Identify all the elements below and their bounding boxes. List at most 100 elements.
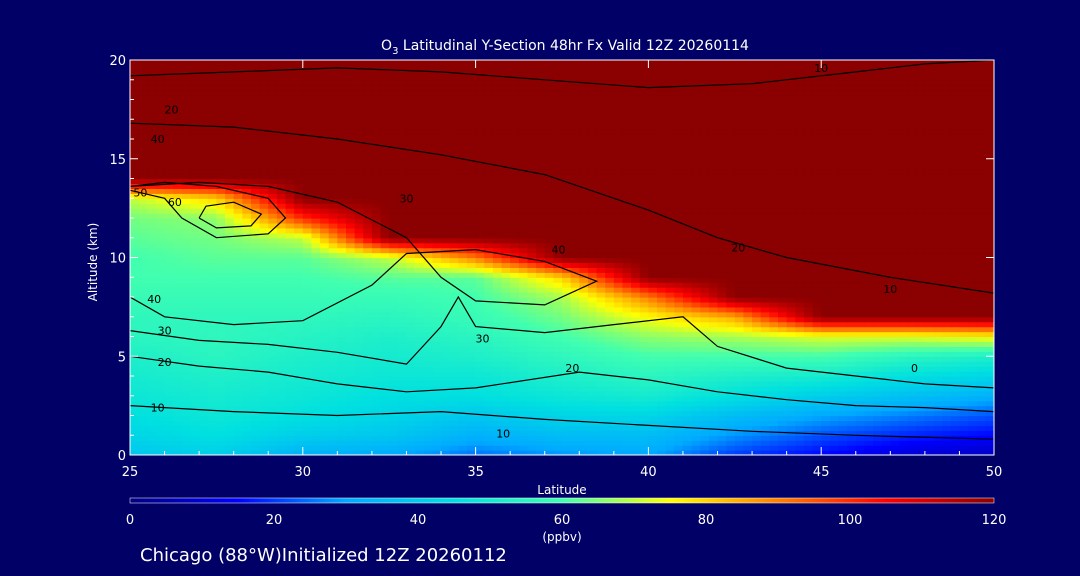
heatmap-cell bbox=[484, 366, 494, 372]
heatmap-cell bbox=[959, 213, 969, 219]
heatmap-cell bbox=[155, 430, 166, 436]
heatmap-cell bbox=[639, 267, 649, 273]
heatmap-cell bbox=[527, 356, 537, 362]
heatmap-cell bbox=[821, 351, 831, 357]
heatmap-cell bbox=[484, 356, 494, 362]
heatmap-cell bbox=[622, 208, 632, 214]
heatmap-cell bbox=[898, 277, 909, 283]
heatmap-cell bbox=[449, 336, 459, 343]
heatmap-cell bbox=[449, 415, 459, 422]
heatmap-cell bbox=[691, 331, 701, 338]
heatmap-cell bbox=[458, 425, 468, 431]
heatmap-cell bbox=[216, 277, 226, 283]
heatmap-cell bbox=[380, 287, 390, 293]
heatmap-cell bbox=[829, 277, 840, 283]
heatmap-cell bbox=[250, 321, 261, 328]
heatmap-cell bbox=[259, 242, 269, 249]
heatmap-cell bbox=[406, 297, 416, 303]
heatmap-cell bbox=[199, 380, 209, 387]
heatmap-cell bbox=[268, 326, 278, 333]
heatmap-cell bbox=[959, 390, 969, 397]
heatmap-cell bbox=[475, 410, 485, 417]
heatmap-cell bbox=[233, 371, 243, 377]
heatmap-cell bbox=[959, 361, 969, 367]
heatmap-cell bbox=[302, 262, 313, 268]
heatmap-cell bbox=[328, 346, 338, 352]
heatmap-cell bbox=[760, 292, 770, 298]
heatmap-cell bbox=[631, 252, 641, 259]
heatmap-cell bbox=[821, 301, 831, 308]
heatmap-cell bbox=[812, 440, 822, 446]
heatmap-cell bbox=[130, 440, 140, 446]
heatmap-cell bbox=[959, 316, 969, 323]
heatmap-cell bbox=[285, 247, 295, 254]
heatmap-cell bbox=[950, 237, 961, 244]
heatmap-cell bbox=[544, 237, 554, 244]
heatmap-cell bbox=[518, 450, 529, 455]
heatmap-cell bbox=[968, 380, 978, 387]
heatmap-cell bbox=[795, 410, 805, 417]
heatmap-cell bbox=[501, 450, 511, 455]
heatmap-cell bbox=[968, 222, 978, 229]
heatmap-cell bbox=[907, 247, 917, 254]
heatmap-cell bbox=[665, 321, 675, 328]
heatmap-cell bbox=[950, 282, 961, 288]
heatmap-cell bbox=[916, 311, 926, 318]
heatmap-cell bbox=[518, 227, 529, 234]
heatmap-cell bbox=[665, 262, 675, 268]
heatmap-cell bbox=[855, 213, 865, 219]
heatmap-cell bbox=[898, 257, 909, 264]
heatmap-cell bbox=[536, 237, 546, 244]
heatmap-cell bbox=[907, 242, 917, 249]
heatmap-cell bbox=[803, 450, 814, 455]
heatmap-cell bbox=[778, 311, 788, 318]
heatmap-cell bbox=[501, 420, 511, 426]
heatmap-cell bbox=[259, 321, 269, 328]
heatmap-cell bbox=[173, 435, 183, 441]
heatmap-cell bbox=[138, 435, 148, 441]
heatmap-cell bbox=[207, 316, 217, 323]
heatmap-cell bbox=[760, 361, 770, 367]
heatmap-cell bbox=[682, 395, 693, 402]
heatmap-cell bbox=[501, 336, 511, 343]
heatmap-cell bbox=[544, 410, 554, 417]
heatmap-cell bbox=[907, 405, 917, 412]
heatmap-cell bbox=[769, 326, 779, 333]
heatmap-cell bbox=[795, 222, 805, 229]
heatmap-cell bbox=[760, 331, 770, 338]
heatmap-cell bbox=[250, 247, 261, 254]
heatmap-cell bbox=[985, 277, 994, 283]
heatmap-cell bbox=[216, 267, 226, 273]
heatmap-cell bbox=[130, 361, 140, 367]
heatmap-cell bbox=[942, 237, 952, 244]
heatmap-cell bbox=[760, 277, 770, 283]
heatmap-cell bbox=[320, 351, 330, 357]
heatmap-cell bbox=[657, 208, 667, 214]
heatmap-cell bbox=[544, 257, 554, 264]
heatmap-cell bbox=[838, 376, 848, 382]
heatmap-cell bbox=[242, 247, 252, 254]
heatmap-cell bbox=[449, 445, 459, 451]
heatmap-cell bbox=[562, 297, 572, 303]
heatmap-cell bbox=[924, 415, 935, 422]
heatmap-cell bbox=[544, 430, 554, 436]
heatmap-cell bbox=[864, 351, 874, 357]
heatmap-cell bbox=[484, 326, 494, 333]
heatmap-cell bbox=[968, 410, 978, 417]
heatmap-cell bbox=[337, 311, 347, 318]
heatmap-cell bbox=[864, 390, 874, 397]
heatmap-cell bbox=[415, 257, 425, 264]
heatmap-cell bbox=[674, 420, 684, 426]
heatmap-cell bbox=[207, 351, 217, 357]
heatmap-cell bbox=[155, 227, 166, 234]
heatmap-cell bbox=[518, 326, 529, 333]
heatmap-cell bbox=[691, 218, 701, 224]
heatmap-cell bbox=[924, 430, 935, 436]
heatmap-cell bbox=[363, 262, 373, 268]
heatmap-cell bbox=[233, 425, 243, 431]
heatmap-cell bbox=[734, 445, 745, 451]
heatmap-cell bbox=[760, 371, 770, 377]
heatmap-cell bbox=[164, 371, 174, 377]
heatmap-cell bbox=[397, 366, 408, 372]
heatmap-cell bbox=[933, 218, 943, 224]
